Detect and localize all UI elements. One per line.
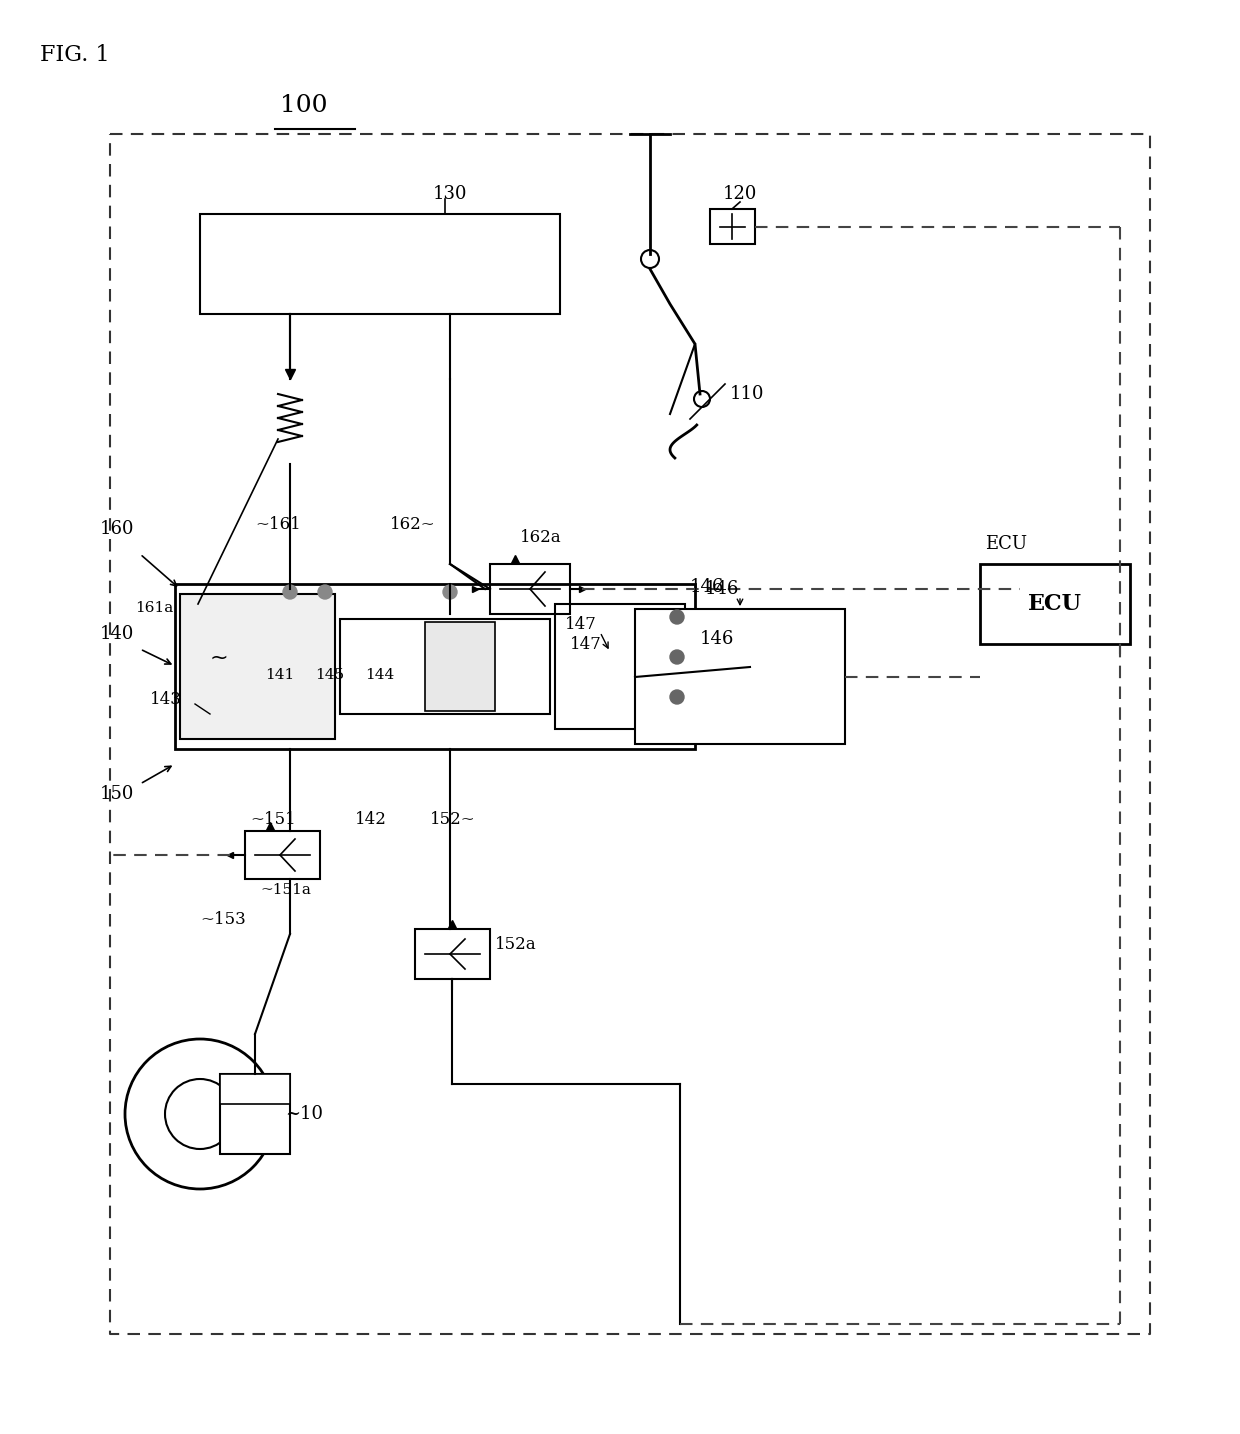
- Text: ~: ~: [210, 648, 228, 668]
- Text: 143: 143: [150, 691, 182, 708]
- Bar: [175, 584, 694, 749]
- Text: ECU: ECU: [985, 535, 1027, 554]
- Text: 110: 110: [730, 384, 765, 403]
- Text: 147: 147: [570, 637, 601, 652]
- Bar: [219, 1074, 290, 1154]
- Bar: [219, 1074, 290, 1104]
- Text: 162a: 162a: [520, 529, 562, 546]
- Text: 120: 120: [723, 185, 758, 204]
- Bar: [200, 214, 560, 314]
- Text: 100: 100: [280, 95, 327, 118]
- Bar: [415, 929, 490, 979]
- Circle shape: [670, 650, 684, 664]
- Text: 146: 146: [689, 578, 724, 597]
- Text: 144: 144: [365, 668, 394, 683]
- Bar: [635, 609, 844, 744]
- Circle shape: [317, 585, 332, 599]
- Text: 146: 146: [706, 579, 739, 598]
- Text: ECU: ECU: [1028, 594, 1083, 615]
- Text: 145: 145: [315, 668, 345, 683]
- Circle shape: [670, 690, 684, 704]
- Circle shape: [443, 585, 458, 599]
- Text: 142: 142: [355, 812, 387, 827]
- Bar: [556, 604, 684, 728]
- Text: ~151a: ~151a: [260, 883, 311, 898]
- Text: 161a: 161a: [135, 601, 174, 615]
- Text: ~153: ~153: [200, 911, 246, 928]
- Circle shape: [670, 609, 684, 624]
- Circle shape: [283, 585, 298, 599]
- Text: 141: 141: [265, 668, 294, 683]
- Bar: [425, 622, 495, 711]
- Bar: [980, 564, 1130, 644]
- Text: 152~: 152~: [430, 812, 476, 827]
- Text: ~161: ~161: [255, 516, 301, 533]
- Text: 162~: 162~: [391, 516, 435, 533]
- Text: 130: 130: [433, 185, 467, 204]
- Bar: [246, 830, 320, 879]
- Bar: [180, 594, 335, 739]
- Text: 146: 146: [701, 630, 734, 648]
- Text: FIG. 1: FIG. 1: [40, 44, 109, 66]
- Bar: [711, 209, 755, 244]
- Text: 160: 160: [100, 521, 134, 538]
- Bar: [694, 614, 750, 718]
- Bar: [490, 564, 570, 614]
- Text: 147: 147: [565, 617, 596, 632]
- Text: ~10: ~10: [285, 1106, 322, 1123]
- Text: 150: 150: [100, 784, 134, 803]
- Text: 152a: 152a: [495, 936, 537, 954]
- Bar: [340, 619, 551, 714]
- Text: 140: 140: [100, 625, 134, 642]
- Text: ~151: ~151: [250, 812, 296, 827]
